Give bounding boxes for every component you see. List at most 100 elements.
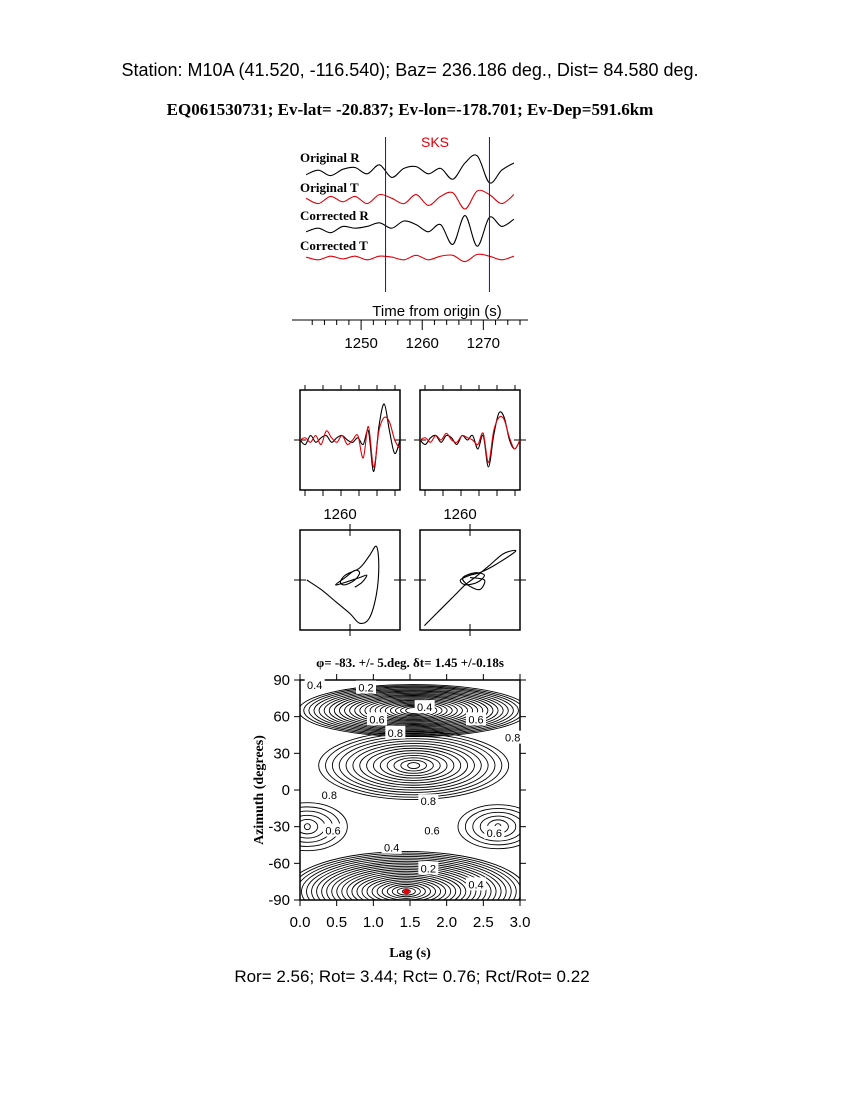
contour-label: 0.2 — [358, 683, 373, 695]
contour-trough-top — [333, 691, 494, 730]
lag-tick-label: 3.0 — [510, 914, 531, 931]
contour-trough-top — [389, 703, 438, 718]
azimuth-tick-label: -30 — [268, 819, 290, 836]
contour-label: 0.6 — [325, 826, 340, 838]
seismogram-panel: SKS Original R Original T Corrected R Co… — [292, 134, 528, 352]
contour-peak-center — [366, 747, 462, 784]
contour-peak-center — [318, 731, 510, 801]
time-tick-label: 1260 — [406, 335, 439, 352]
contour-trough-bottom — [301, 855, 512, 900]
time-axis-label: Time from origin (s) — [372, 303, 501, 320]
station-line: Station: M10A (41.520, -116.540); Baz= 2… — [121, 60, 698, 80]
contour-label: 0.8 — [421, 796, 436, 808]
contour-trough-top — [354, 696, 474, 725]
contour-label: 0.6 — [424, 826, 439, 838]
contour-trough-bottom — [341, 869, 472, 900]
contour-label-bg — [319, 788, 340, 802]
contour-trough-top — [374, 700, 453, 721]
phase-label: SKS — [421, 134, 449, 150]
contour-saddle-left — [300, 819, 319, 835]
waveform-before-tick-label: 1260 — [323, 506, 356, 523]
contour-label: 0.6 — [487, 828, 502, 840]
contour-trough-top — [328, 690, 499, 731]
ratio-summary: Ror= 2.56; Rot= 3.44; Rct= 0.76; Rct/Rot… — [234, 967, 589, 986]
particle-motion-before-frame — [299, 529, 401, 631]
contour-label: 0.8 — [388, 728, 403, 740]
contour-trough-top — [318, 688, 509, 733]
contour-label-bg — [418, 794, 439, 808]
contour-saddle-left — [300, 802, 348, 852]
lag-tick-label: 1.5 — [400, 914, 421, 931]
contour-label: 0.2 — [421, 863, 436, 875]
contour-label-bg — [323, 823, 343, 837]
contour-trough-bottom — [346, 870, 467, 900]
best-fit-point — [403, 888, 410, 895]
contour-trough-bottom — [316, 860, 497, 900]
seismogram-trace-3 — [305, 215, 515, 247]
misfit-title: φ= -83. +/- 5.deg. δt= 1.45 +/-0.18s — [316, 655, 504, 670]
contour-label: 0.8 — [505, 733, 520, 745]
contour-peak-center — [372, 750, 455, 781]
contour-label-bg — [418, 861, 439, 875]
lag-axis-label: Lag (s) — [389, 946, 431, 961]
contour-label-bg — [385, 725, 406, 739]
contour-label: 0.4 — [384, 843, 399, 855]
contour-trough-bottom — [311, 859, 502, 900]
contour-trough-bottom — [371, 879, 442, 900]
contour-peak-center — [393, 757, 434, 774]
waveform-trace-1 — [419, 411, 521, 468]
contour-lines — [300, 684, 520, 900]
contour-label: 0.4 — [468, 879, 483, 891]
contour-trough-bottom — [356, 874, 457, 900]
event-line: EQ061530731; Ev-lat= -20.837; Ev-lon=-17… — [167, 100, 654, 119]
contour-trough-top — [313, 687, 514, 734]
contour-trough-bottom — [300, 851, 520, 880]
contour-peak-center — [379, 752, 448, 779]
lag-tick-label: 0.5 — [326, 914, 347, 931]
contour-label-bg — [466, 712, 486, 726]
contour-label: 0.6 — [369, 714, 384, 726]
contour-trough-bottom — [336, 867, 477, 900]
contour-label: 0.8 — [322, 790, 337, 802]
trace-label-original-r: Original R — [300, 150, 360, 165]
contour-trough-bottom — [326, 864, 487, 900]
trace-label-original-t: Original T — [300, 180, 359, 195]
contour-peak-center — [359, 745, 469, 786]
trace-label-corrected-t: Corrected T — [300, 238, 368, 253]
contour-trough-top — [303, 685, 520, 736]
contour-trough-top — [359, 697, 468, 724]
seismogram-trace-4 — [305, 253, 515, 263]
contour-peak-center — [386, 754, 441, 777]
contour-label-bg — [502, 730, 523, 744]
contour-label-bg — [367, 712, 387, 726]
azimuth-tick-label: 90 — [273, 672, 290, 689]
contour-peak-center — [338, 738, 489, 793]
azimuth-tick-label: 0 — [282, 782, 290, 799]
seismogram-trace-1 — [305, 154, 515, 184]
contour-peak-center — [400, 759, 427, 772]
contour-saddle-left — [303, 823, 311, 831]
contour-trough-bottom — [391, 885, 421, 898]
contour-trough-bottom — [300, 852, 520, 900]
contour-trough-bottom — [381, 882, 431, 900]
waveform-after-frame — [419, 389, 521, 491]
waveform-trace-1 — [299, 403, 401, 473]
seismogram-trace-2 — [305, 189, 515, 210]
trace-label-corrected-r: Corrected R — [300, 208, 369, 223]
contour-label-bg — [304, 678, 325, 692]
azimuth-tick-label: 30 — [273, 745, 290, 762]
contour-trough-bottom — [366, 877, 447, 900]
contour-label: 0.6 — [468, 714, 483, 726]
contour-label: 0.4 — [417, 702, 432, 714]
contour-label-bg — [414, 700, 435, 714]
contour-trough-bottom — [331, 865, 482, 900]
contour-label-bg — [466, 877, 486, 891]
contour-peak-center — [345, 740, 482, 791]
contour-saddle-right — [457, 804, 520, 850]
contour-peak-center — [407, 762, 421, 770]
contour-trough-bottom — [300, 854, 517, 900]
contour-peak-center — [325, 733, 503, 798]
contour-trough-top — [308, 686, 519, 735]
contour-saddle-right — [472, 811, 520, 842]
